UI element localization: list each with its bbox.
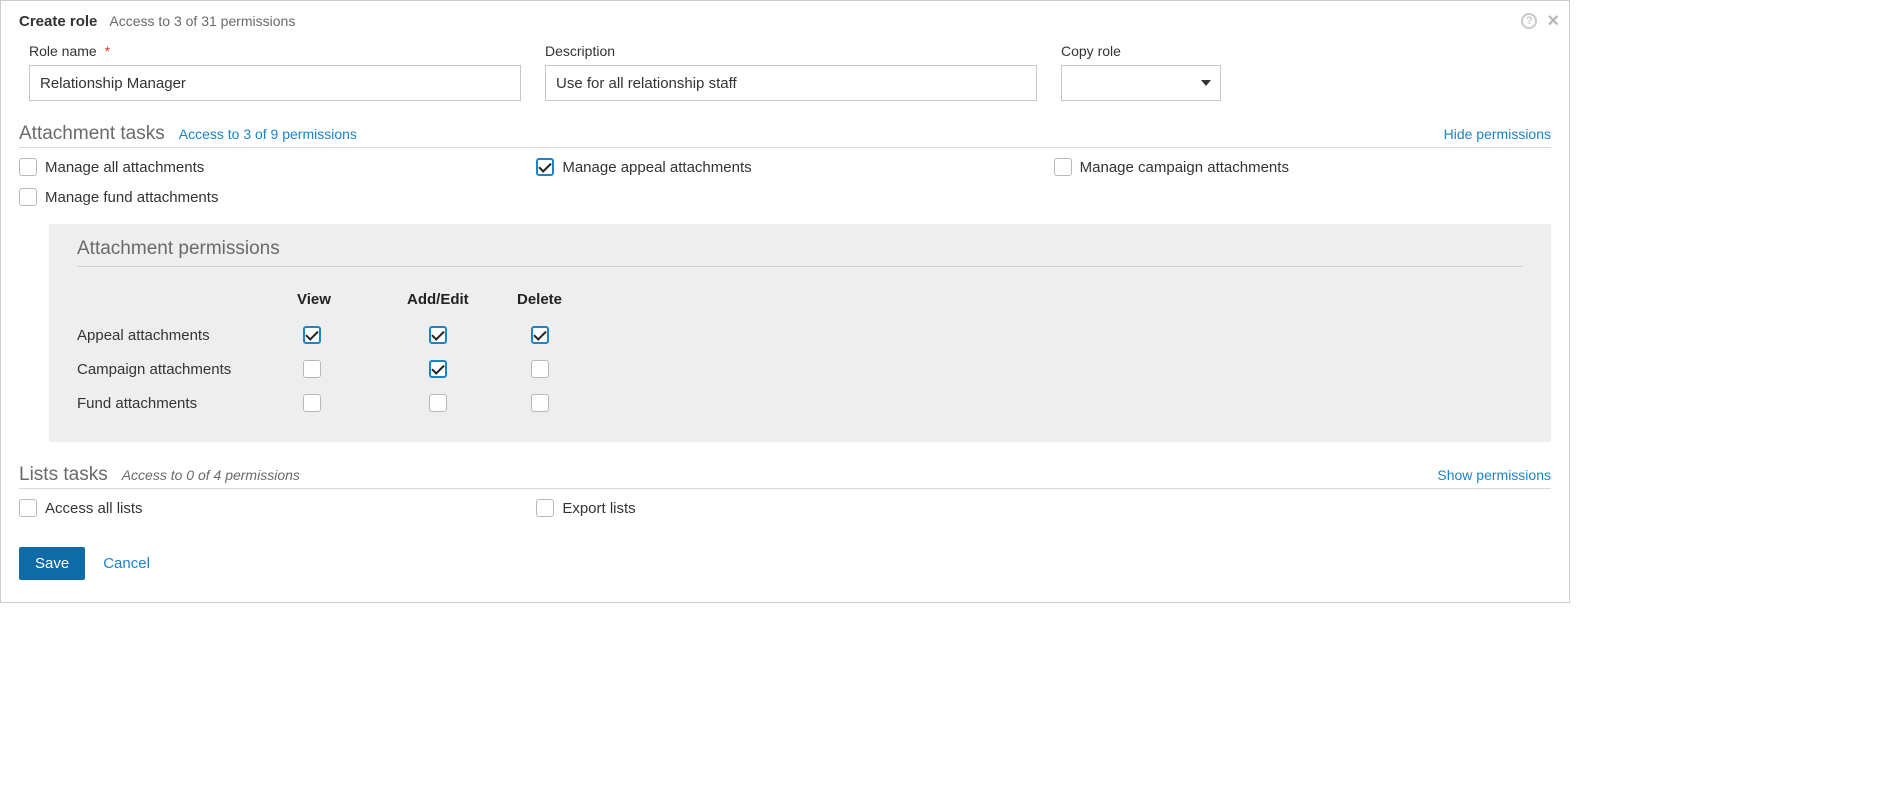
perm-table-header: View Add/Edit Delete <box>77 281 1523 318</box>
col-add-edit: Add/Edit <box>407 281 517 318</box>
attachment-permissions-table: View Add/Edit Delete Appeal attachments … <box>77 281 1523 420</box>
dialog-footer: Save Cancel <box>1 517 1569 592</box>
manage-all-attachments-label: Manage all attachments <box>45 159 204 176</box>
manage-campaign-attachments-checkbox[interactable] <box>1054 158 1072 176</box>
appeal-addedit-checkbox[interactable] <box>429 326 447 344</box>
role-name-label-text: Role name <box>29 43 97 59</box>
role-name-input[interactable] <box>29 65 521 101</box>
col-view: View <box>297 281 407 318</box>
lists-checkbox-grid: Access all lists Export lists <box>19 489 1551 517</box>
description-group: Description <box>545 43 1037 101</box>
fund-addedit-checkbox[interactable] <box>429 394 447 412</box>
copy-role-select-wrap <box>1061 65 1221 101</box>
manage-fund-attachments-checkbox[interactable] <box>19 188 37 206</box>
access-all-lists-checkbox[interactable] <box>19 499 37 517</box>
attachment-section-header: Attachment tasks Access to 3 of 9 permis… <box>19 123 1551 148</box>
copy-role-select[interactable] <box>1061 65 1221 101</box>
perm-row-campaign: Campaign attachments <box>77 352 1523 386</box>
export-lists-label: Export lists <box>562 500 635 517</box>
access-all-lists-item: Access all lists <box>19 499 516 517</box>
save-button[interactable]: Save <box>19 547 85 580</box>
export-lists-checkbox[interactable] <box>536 499 554 517</box>
manage-appeal-attachments-checkbox[interactable] <box>536 158 554 176</box>
help-icon[interactable]: ? <box>1521 13 1537 29</box>
manage-campaign-attachments-item: Manage campaign attachments <box>1054 158 1551 176</box>
perm-row-fund: Fund attachments <box>77 386 1523 420</box>
access-all-lists-label: Access all lists <box>45 500 143 517</box>
perm-row-campaign-label: Campaign attachments <box>77 361 297 378</box>
manage-appeal-attachments-item: Manage appeal attachments <box>536 158 1033 176</box>
attachment-permissions-panel: Attachment permissions View Add/Edit Del… <box>49 224 1551 442</box>
cancel-button[interactable]: Cancel <box>103 555 150 572</box>
attachment-checkbox-grid: Manage all attachments Manage appeal att… <box>19 148 1551 206</box>
close-icon[interactable]: × <box>1547 11 1559 31</box>
col-delete: Delete <box>517 281 627 318</box>
lists-section-sub: Access to 0 of 4 permissions <box>122 467 300 483</box>
manage-all-attachments-item: Manage all attachments <box>19 158 516 176</box>
header-icons: ? × <box>1521 11 1551 31</box>
manage-fund-attachments-label: Manage fund attachments <box>45 189 218 206</box>
attachment-section-title: Attachment tasks <box>19 123 165 145</box>
copy-role-label: Copy role <box>1061 43 1221 59</box>
appeal-view-checkbox[interactable] <box>303 326 321 344</box>
description-label: Description <box>545 43 1037 59</box>
attachment-permissions-title: Attachment permissions <box>77 238 1523 267</box>
manage-appeal-attachments-label: Manage appeal attachments <box>562 159 751 176</box>
lists-section: Lists tasks Access to 0 of 4 permissions… <box>1 464 1569 517</box>
required-asterisk: * <box>105 43 110 59</box>
manage-fund-attachments-item: Manage fund attachments <box>19 188 516 206</box>
copy-role-group: Copy role <box>1061 43 1221 101</box>
dialog-title: Create role <box>19 13 97 30</box>
manage-campaign-attachments-label: Manage campaign attachments <box>1080 159 1289 176</box>
appeal-delete-checkbox[interactable] <box>531 326 549 344</box>
perm-row-appeal: Appeal attachments <box>77 318 1523 352</box>
dialog-header: Create role Access to 3 of 31 permission… <box>1 1 1569 39</box>
lists-section-title: Lists tasks <box>19 464 108 486</box>
description-input[interactable] <box>545 65 1037 101</box>
hide-permissions-link[interactable]: Hide permissions <box>1444 126 1551 142</box>
campaign-delete-checkbox[interactable] <box>531 360 549 378</box>
show-permissions-link[interactable]: Show permissions <box>1437 467 1551 483</box>
attachment-section: Attachment tasks Access to 3 of 9 permis… <box>1 123 1569 442</box>
campaign-addedit-checkbox[interactable] <box>429 360 447 378</box>
campaign-view-checkbox[interactable] <box>303 360 321 378</box>
dialog-subtitle: Access to 3 of 31 permissions <box>109 13 295 29</box>
role-name-label: Role name * <box>29 43 521 59</box>
perm-row-appeal-label: Appeal attachments <box>77 327 297 344</box>
fund-view-checkbox[interactable] <box>303 394 321 412</box>
manage-all-attachments-checkbox[interactable] <box>19 158 37 176</box>
perm-row-fund-label: Fund attachments <box>77 395 297 412</box>
export-lists-item: Export lists <box>536 499 1033 517</box>
fund-delete-checkbox[interactable] <box>531 394 549 412</box>
create-role-dialog: Create role Access to 3 of 31 permission… <box>0 0 1570 603</box>
form-row: Role name * Description Copy role <box>1 39 1569 101</box>
lists-section-header: Lists tasks Access to 0 of 4 permissions… <box>19 464 1551 489</box>
role-name-group: Role name * <box>29 43 521 101</box>
attachment-section-sub: Access to 3 of 9 permissions <box>179 126 357 142</box>
